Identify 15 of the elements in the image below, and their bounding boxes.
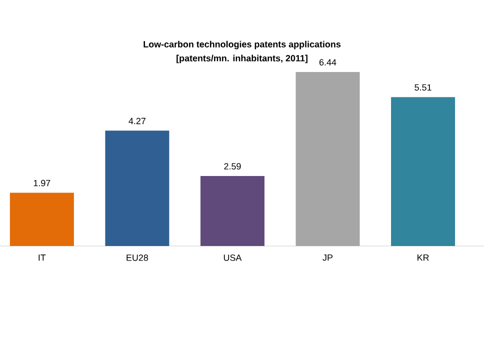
- x-tick-label: USA: [224, 254, 242, 261]
- bar: [10, 192, 74, 246]
- bar: [200, 176, 264, 246]
- bar: [296, 72, 360, 246]
- data-label: 1.97: [34, 180, 50, 186]
- data-label: 4.27: [128, 118, 146, 124]
- data-label: 2.59: [224, 163, 241, 170]
- data-label: 6.44: [319, 59, 336, 66]
- x-tick-label: KR: [418, 254, 429, 261]
- bar: [391, 97, 456, 246]
- data-label: 5.51: [414, 84, 432, 91]
- x-tick-label: IT: [38, 254, 46, 261]
- bar: [105, 130, 170, 246]
- x-tick-label: JP: [322, 254, 333, 261]
- x-tick-label: EU28: [126, 254, 148, 261]
